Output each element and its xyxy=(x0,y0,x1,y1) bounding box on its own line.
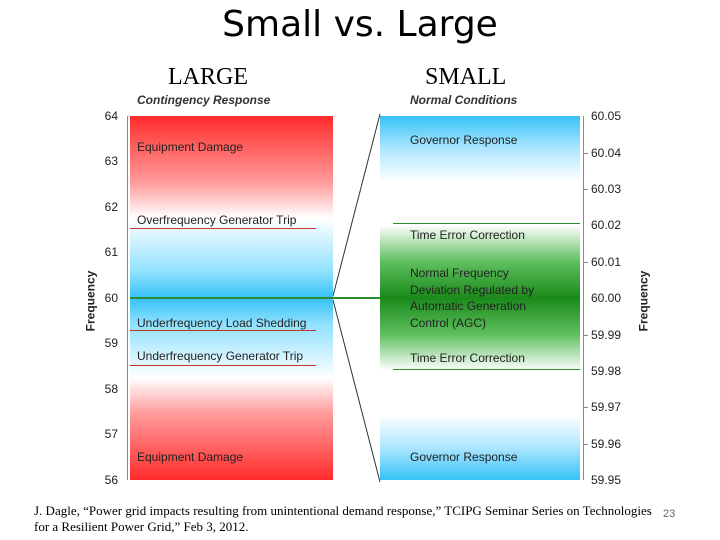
right-axis-line xyxy=(583,116,584,480)
right-tick: 60.03 xyxy=(591,182,622,196)
small-gradient-bar xyxy=(380,116,580,480)
overfrequency-trip-line xyxy=(130,228,316,229)
page-number: 23 xyxy=(663,508,676,520)
band-label-equipment-damage-bottom: Equipment Damage xyxy=(137,450,244,464)
left-tick: 63 xyxy=(104,154,118,168)
band-label-agc-line2: Deviation Regulated by xyxy=(410,283,535,297)
time-error-lower-line xyxy=(393,369,580,370)
left-axis-title: Frequency xyxy=(83,270,98,332)
normal-conditions-subheader: Normal Conditions xyxy=(410,93,518,107)
right-tick: 59.95 xyxy=(591,473,622,487)
left-axis-line xyxy=(127,116,128,480)
band-label-governor-response-bottom: Governor Response xyxy=(410,450,518,464)
left-tick: 57 xyxy=(104,427,118,441)
right-tick: 59.97 xyxy=(591,400,622,414)
right-tick: 60.02 xyxy=(591,218,622,232)
right-tick: 59.96 xyxy=(591,437,622,451)
left-tick: 61 xyxy=(104,245,118,259)
band-label-underfrequency-load-shedding: Underfrequency Load Shedding xyxy=(137,316,307,330)
left-tick: 64 xyxy=(104,109,118,123)
left-tick: 59 xyxy=(104,336,118,350)
band-label-governor-response-top: Governor Response xyxy=(410,133,518,147)
load-shedding-line xyxy=(130,330,316,331)
large-column-header: LARGE xyxy=(168,64,248,90)
band-label-agc-line3: Automatic Generation xyxy=(410,299,527,313)
right-tick: 60.01 xyxy=(591,255,622,269)
band-label-equipment-damage-top: Equipment Damage xyxy=(137,140,244,154)
contingency-response-subheader: Contingency Response xyxy=(137,93,271,107)
right-axis-tick-mark xyxy=(583,444,588,445)
right-axis-tick-mark xyxy=(583,407,588,408)
band-label-time-error-correction-upper: Time Error Correction xyxy=(410,228,525,242)
right-tick: 59.98 xyxy=(591,364,622,378)
right-axis-tick-mark xyxy=(583,153,588,154)
left-tick: 58 xyxy=(104,382,118,396)
right-axis-tick-mark xyxy=(583,335,588,336)
left-tick: 60 xyxy=(104,291,118,305)
underfrequency-trip-line xyxy=(130,365,316,366)
right-axis-tick-mark xyxy=(583,262,588,263)
nominal-frequency-line xyxy=(130,297,580,299)
small-column-header: SMALL xyxy=(425,64,507,90)
slide-title: Small vs. Large xyxy=(222,4,498,45)
right-tick: 60.00 xyxy=(591,291,622,305)
right-axis-tick-mark xyxy=(583,189,588,190)
band-label-overfrequency-generator-trip: Overfrequency Generator Trip xyxy=(137,213,297,227)
left-tick: 62 xyxy=(104,200,118,214)
right-tick: 60.04 xyxy=(591,146,622,160)
left-tick: 56 xyxy=(104,473,118,487)
right-axis-title: Frequency xyxy=(636,270,651,332)
band-label-underfrequency-generator-trip: Underfrequency Generator Trip xyxy=(137,349,304,363)
time-error-upper-line xyxy=(393,223,580,224)
zoom-connector-lines xyxy=(333,113,381,483)
band-label-time-error-correction-lower: Time Error Correction xyxy=(410,351,525,365)
citation: J. Dagle, “Power grid impacts resulting … xyxy=(34,503,652,534)
band-label-agc-line4: Control (AGC) xyxy=(410,316,487,330)
right-tick: 60.05 xyxy=(591,109,622,123)
band-label-agc-line1: Normal Frequency xyxy=(410,266,509,280)
right-tick: 59.99 xyxy=(591,328,622,342)
